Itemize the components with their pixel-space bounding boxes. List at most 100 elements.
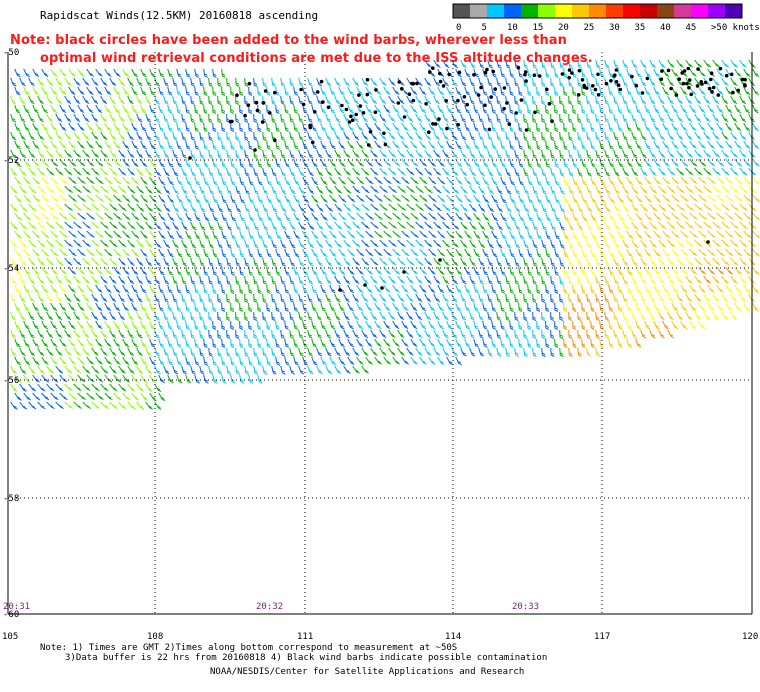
wind-barb — [262, 293, 267, 303]
wind-barb — [509, 140, 515, 150]
wind-barb — [428, 266, 436, 275]
wind-barb — [572, 140, 577, 150]
contamination-dot — [686, 66, 690, 71]
wind-barb — [293, 86, 299, 96]
wind-barb — [140, 374, 148, 383]
wind-barb — [640, 221, 648, 230]
contamination-dot — [687, 78, 692, 82]
wind-barb — [568, 203, 575, 213]
wind-barb — [725, 230, 734, 238]
wind-barb — [262, 257, 268, 267]
wind-barb — [635, 338, 642, 348]
wind-barb — [167, 194, 175, 204]
wind-barb — [136, 311, 143, 321]
wind-barb — [613, 131, 619, 141]
wind-barb — [716, 140, 724, 149]
wind-barb — [554, 212, 561, 222]
wind-barb — [523, 221, 530, 231]
wind-barb — [361, 167, 370, 176]
wind-barb — [95, 338, 103, 347]
wind-barb — [730, 167, 739, 176]
wind-barb — [293, 284, 299, 294]
wind-barb — [167, 320, 173, 330]
wind-barb — [527, 68, 532, 78]
wind-barb — [127, 275, 135, 285]
wind-barb — [95, 284, 103, 293]
wind-barb — [104, 194, 113, 202]
wind-barb — [181, 185, 188, 195]
wind-barb — [55, 383, 64, 392]
lat-lon-grid — [8, 52, 752, 614]
wind-barb — [685, 95, 693, 105]
wind-barb — [181, 329, 187, 339]
wind-barb — [275, 176, 282, 186]
wind-barb — [500, 320, 505, 330]
contamination-dot — [243, 113, 247, 118]
wind-barb — [590, 302, 595, 312]
wind-barb — [356, 302, 364, 312]
wind-barb — [649, 167, 657, 176]
wind-barb — [676, 293, 684, 303]
lat-label: -56 — [3, 376, 19, 386]
wind-barb — [145, 113, 152, 123]
wind-barb — [491, 86, 497, 96]
wind-barb — [689, 248, 698, 257]
contamination-dot — [700, 82, 704, 86]
wind-barb — [617, 302, 623, 312]
wind-barb — [113, 122, 121, 132]
note-line-1: Note: black circles have been added to t… — [10, 33, 568, 48]
wind-barb — [613, 149, 620, 159]
wind-barb — [212, 302, 217, 312]
wind-barb — [685, 131, 693, 140]
wind-barb — [685, 77, 693, 86]
legend-label: 25 — [584, 23, 595, 33]
wind-barb — [307, 203, 315, 212]
wind-barb — [541, 113, 546, 123]
wind-barb — [41, 104, 48, 114]
wind-barb — [203, 104, 208, 114]
wind-barb — [55, 401, 64, 409]
contamination-dot — [347, 120, 352, 124]
wind-barb — [127, 185, 136, 194]
wind-barb — [226, 149, 231, 159]
wind-barb — [208, 113, 213, 123]
wind-barb — [212, 338, 217, 348]
wind-barb — [167, 176, 174, 186]
wind-barb — [581, 86, 586, 96]
contamination-dot — [710, 90, 714, 94]
wind-barb — [55, 257, 64, 266]
wind-barb — [469, 347, 476, 357]
wind-barb — [446, 338, 453, 348]
wind-barb — [383, 122, 391, 131]
wind-barb — [253, 275, 258, 285]
wind-barb — [649, 59, 657, 69]
wind-barb — [595, 95, 600, 105]
wind-barb — [532, 329, 537, 339]
contamination-dot — [374, 88, 378, 92]
wind-barb — [154, 221, 162, 230]
contamination-dot — [487, 127, 492, 132]
wind-barb — [599, 158, 605, 168]
wind-barb — [149, 320, 156, 330]
wind-barb — [721, 95, 729, 105]
wind-barb — [478, 131, 484, 141]
wind-barb — [311, 248, 319, 258]
wind-barb — [14, 284, 21, 294]
wind-barb — [374, 140, 382, 149]
wind-barb — [599, 320, 604, 330]
wind-barb — [73, 113, 81, 123]
wind-barb — [473, 266, 480, 276]
wind-barb — [37, 203, 46, 212]
wind-barb — [302, 284, 308, 294]
wind-barb — [176, 230, 183, 240]
wind-barb — [320, 248, 328, 258]
wind-barb — [203, 122, 208, 132]
wind-barb — [311, 266, 318, 276]
wind-barb — [50, 230, 59, 239]
wind-barb — [19, 401, 28, 410]
wind-barb — [730, 185, 739, 194]
wind-barb — [91, 113, 99, 123]
wind-barb — [122, 122, 129, 132]
legend-swatch — [640, 4, 657, 18]
wind-barb — [383, 356, 392, 365]
